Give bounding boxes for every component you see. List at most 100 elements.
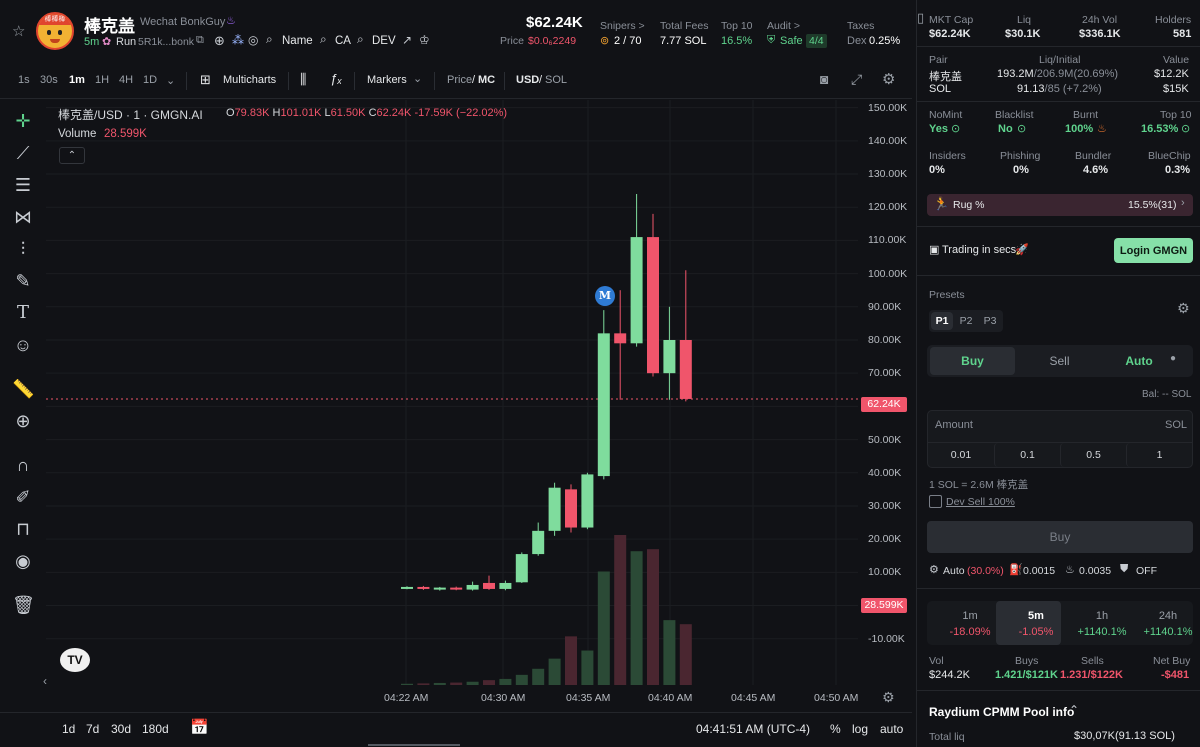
volume-bar <box>548 658 561 685</box>
range-7d[interactable]: 7d <box>86 722 100 736</box>
volume-bar <box>466 681 479 685</box>
log-toggle[interactable]: log <box>852 722 869 736</box>
fib-icon[interactable]: ☰ <box>14 175 32 195</box>
copy-icon[interactable]: ⧉ <box>196 34 204 46</box>
range-1d[interactable]: 1d <box>62 722 76 736</box>
usd-toggle[interactable]: USD <box>516 74 540 86</box>
avatar-banner: 棒棒棒 <box>38 14 72 25</box>
search-ca-icon[interactable]: ⌕ <box>320 32 327 46</box>
preset-p2[interactable]: P2 <box>959 315 973 327</box>
collapse-icon[interactable]: ‹ <box>43 674 47 688</box>
markers-chevron-icon[interactable]: ⌄ <box>413 73 423 85</box>
crown-icon[interactable]: ♔ <box>419 33 430 47</box>
emoji-icon[interactable]: ☺ <box>13 335 33 355</box>
candle-type-icon[interactable]: ⫼ <box>300 71 307 87</box>
crosshair-icon[interactable]: ✛ <box>15 111 31 131</box>
quick-amount-0.5[interactable]: 0.5 <box>1060 443 1126 467</box>
auto-gear-icon[interactable]: ⚙ <box>929 564 939 576</box>
period-24h-label[interactable]: 24h <box>1158 610 1178 622</box>
range-30d[interactable]: 30d <box>111 722 132 736</box>
price-toggle[interactable]: Price <box>447 74 473 86</box>
sol-toggle[interactable]: SOL <box>545 74 568 86</box>
mev-value[interactable]: OFF <box>1136 565 1157 577</box>
axis-settings-icon[interactable]: ⚙ <box>882 689 895 705</box>
pair2-value: $15K <box>1163 83 1189 95</box>
period-5m-label[interactable]: 5m <box>1028 610 1044 622</box>
tf-1m[interactable]: 1m <box>69 74 85 86</box>
mc-toggle[interactable]: MC <box>478 74 496 86</box>
search-dev-link[interactable]: DEV <box>372 35 396 47</box>
token-creator[interactable]: Wechat BonkGuy <box>140 16 226 28</box>
calendar-icon[interactable]: 📅 <box>190 719 209 736</box>
quick-amount-0.01[interactable]: 0.01 <box>950 449 972 461</box>
snipers-label[interactable]: Snipers > <box>600 20 645 32</box>
lock-icon[interactable]: ⊓ <box>15 519 31 539</box>
draw-lock-icon[interactable]: ✐ <box>15 487 31 507</box>
percent-toggle[interactable]: % <box>830 722 841 736</box>
audit-label[interactable]: Audit > <box>767 20 800 32</box>
tf-1h[interactable]: 1H <box>95 74 110 86</box>
chevron-down-icon[interactable]: ⌄ <box>166 75 176 87</box>
tab-auto[interactable]: Auto <box>1125 354 1153 368</box>
tradingview-logo[interactable]: TV <box>60 648 90 672</box>
migration-marker[interactable]: M <box>595 286 615 306</box>
preset-p1[interactable]: P1 <box>931 312 953 330</box>
tab-sell[interactable]: Sell <box>1049 354 1070 368</box>
search-name-icon[interactable]: ⌕ <box>266 32 273 46</box>
globe-icon[interactable]: ⊕ <box>214 33 225 48</box>
tf-30s[interactable]: 30s <box>40 74 58 86</box>
preset-p3[interactable]: P3 <box>983 315 997 327</box>
pattern-icon[interactable]: ⋈ <box>14 207 32 227</box>
price-chart[interactable] <box>0 98 912 712</box>
dev-sell-label[interactable]: Dev Sell 100% <box>946 496 1015 508</box>
period-1m-label[interactable]: 1m <box>962 610 978 622</box>
multicharts-button[interactable]: Multicharts <box>223 74 277 86</box>
brush-icon[interactable]: ✎ <box>15 271 31 291</box>
search-dev-icon[interactable]: ⌕ <box>357 32 364 46</box>
tf-4h[interactable]: 4H <box>119 74 134 86</box>
search-name-link[interactable]: Name <box>282 35 313 47</box>
trendline-icon[interactable]: ⟋ <box>16 143 30 163</box>
clock-time[interactable]: 04:41:51 AM (UTC-4) <box>696 722 811 736</box>
camera-icon[interactable]: ◙ <box>820 71 829 87</box>
amount-input[interactable]: Amount SOL 0.01 0.1 0.5 1 <box>927 410 1193 468</box>
trash-icon[interactable]: 🗑 <box>12 595 35 615</box>
fee2-value: 0.0035 <box>1079 565 1112 577</box>
coin-icon[interactable]: ◎ <box>248 33 259 47</box>
pool-chevron-icon[interactable]: ⌃ <box>1069 703 1080 717</box>
auto-toggle[interactable]: auto <box>880 722 904 736</box>
tf-1s[interactable]: 1s <box>18 74 30 86</box>
magnet-icon[interactable]: ∩ <box>16 455 30 475</box>
legend-collapse-button[interactable]: ⌃ <box>59 147 85 164</box>
external-link-icon[interactable]: ↗ <box>402 33 413 47</box>
login-button[interactable]: Login GMGN <box>1114 238 1193 263</box>
multicharts-icon[interactable]: ⊞ <box>200 72 211 87</box>
range-180d[interactable]: 180d <box>142 722 169 736</box>
star-icon[interactable]: ☆ <box>12 23 26 40</box>
dev-sell-checkbox[interactable] <box>929 495 942 508</box>
buy-submit-button[interactable]: Buy <box>927 521 1193 553</box>
zoom-icon[interactable]: ⊕ <box>15 411 31 431</box>
period-1h-label[interactable]: 1h <box>1095 610 1109 622</box>
trading-secs-label: Trading in secs <box>942 244 1017 256</box>
markers-button[interactable]: Markers <box>367 74 407 86</box>
rug-bar[interactable] <box>927 194 1193 216</box>
ruler-icon[interactable]: 📏 <box>12 379 35 399</box>
scroll-indicator[interactable] <box>368 744 460 746</box>
projection-icon[interactable]: ⫶ <box>20 239 26 259</box>
search-ca-link[interactable]: CA <box>335 35 351 47</box>
text-icon[interactable]: T <box>16 302 29 323</box>
community-icon[interactable]: ⁂ <box>232 33 244 47</box>
token-address[interactable]: 5R1k...bonk <box>138 36 195 48</box>
pool-title[interactable]: Raydium CPMM Pool info <box>929 705 1075 719</box>
quick-amount-0.1[interactable]: 0.1 <box>994 443 1060 467</box>
indicators-icon[interactable]: ƒₓ <box>330 71 343 86</box>
eye-icon[interactable]: ◉ <box>15 551 31 571</box>
fullscreen-icon[interactable]: ⤢ <box>851 71 863 87</box>
tab-buy[interactable]: Buy <box>930 347 1015 375</box>
preset-settings-icon[interactable]: ⚙ <box>1177 300 1190 316</box>
panel-collapse-icon[interactable]: ▯ <box>917 10 925 25</box>
tf-1d[interactable]: 1D <box>143 74 158 86</box>
settings-icon[interactable]: ⚙ <box>882 71 896 88</box>
quick-amount-1[interactable]: 1 <box>1126 443 1192 467</box>
